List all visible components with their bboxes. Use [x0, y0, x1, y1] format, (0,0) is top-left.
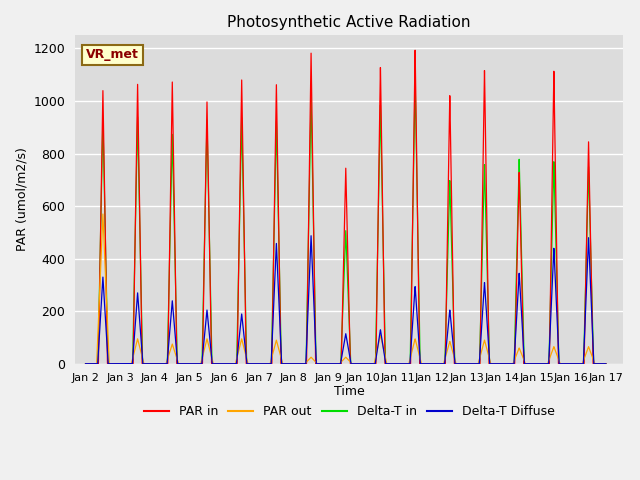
Delta-T in — [492, 361, 499, 367]
Delta-T in — [188, 361, 195, 367]
Delta-T in — [412, 79, 419, 84]
Line: PAR out: PAR out — [86, 214, 606, 364]
Line: Delta-T Diffuse: Delta-T Diffuse — [86, 236, 606, 364]
Delta-T in — [276, 312, 284, 318]
PAR out — [82, 361, 90, 367]
PAR out — [99, 211, 107, 217]
Delta-T Diffuse — [307, 233, 315, 239]
PAR out — [600, 361, 608, 367]
Delta-T in — [600, 361, 608, 367]
PAR in — [602, 361, 610, 367]
Y-axis label: PAR (umol/m2/s): PAR (umol/m2/s) — [15, 147, 28, 252]
PAR in — [276, 328, 284, 334]
Delta-T in — [193, 361, 201, 367]
PAR in — [492, 361, 499, 367]
Delta-T Diffuse — [193, 361, 201, 367]
PAR out — [276, 352, 284, 358]
Delta-T in — [602, 361, 610, 367]
PAR in — [600, 361, 608, 367]
Text: VR_met: VR_met — [86, 48, 139, 61]
PAR in — [412, 48, 419, 53]
Delta-T Diffuse — [417, 361, 425, 367]
Legend: PAR in, PAR out, Delta-T in, Delta-T Diffuse: PAR in, PAR out, Delta-T in, Delta-T Dif… — [139, 400, 559, 423]
PAR out — [193, 361, 201, 367]
PAR out — [417, 361, 425, 367]
Delta-T Diffuse — [492, 361, 499, 367]
Delta-T Diffuse — [188, 361, 195, 367]
PAR in — [188, 361, 195, 367]
Delta-T Diffuse — [600, 361, 608, 367]
PAR out — [188, 361, 195, 367]
Line: PAR in: PAR in — [86, 50, 606, 364]
PAR in — [417, 361, 425, 367]
Delta-T Diffuse — [276, 333, 284, 338]
PAR in — [193, 361, 201, 367]
PAR out — [492, 361, 499, 367]
Delta-T Diffuse — [82, 361, 90, 367]
Delta-T Diffuse — [602, 361, 610, 367]
PAR out — [602, 361, 610, 367]
Delta-T in — [82, 361, 90, 367]
X-axis label: Time: Time — [334, 385, 365, 398]
Title: Photosynthetic Active Radiation: Photosynthetic Active Radiation — [227, 15, 471, 30]
Line: Delta-T in: Delta-T in — [86, 82, 606, 364]
PAR in — [82, 361, 90, 367]
Delta-T in — [417, 361, 425, 367]
